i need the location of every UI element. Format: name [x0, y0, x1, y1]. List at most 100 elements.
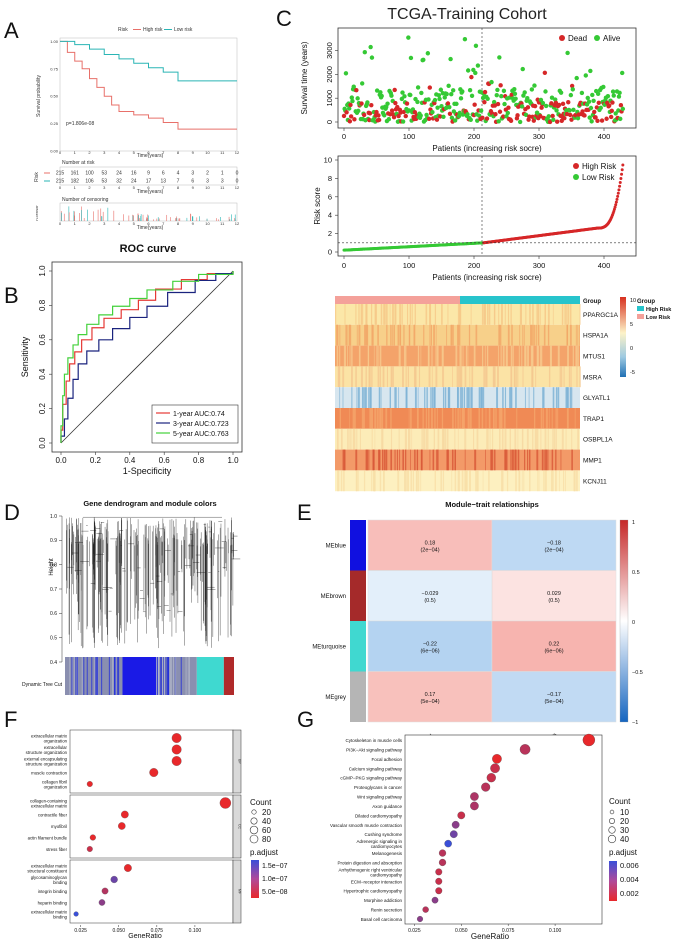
- risk-point: [616, 194, 620, 198]
- km-risk-table-title: Number at risk: [62, 160, 95, 166]
- surv-point: [499, 94, 504, 99]
- heatmap-cell-streak: [355, 449, 358, 471]
- surv-xlabel: Patients (increasing risk socre): [432, 144, 542, 153]
- go-term-label: collagen fibril: [42, 780, 67, 785]
- heatmap-cell-streak: [561, 428, 564, 450]
- heatmap-cell-streak: [532, 304, 534, 325]
- heatmap-cell-streak: [510, 345, 513, 367]
- surv-point: [531, 118, 536, 123]
- surv-point: [374, 109, 379, 115]
- go-facet-strip: [232, 794, 242, 859]
- heatmap-cell-streak: [410, 408, 412, 429]
- heatmap-cell-streak: [464, 366, 467, 388]
- heatmap-cell-streak: [573, 470, 576, 492]
- kegg-term-label: Dilated cardiomyopathy: [355, 813, 403, 818]
- km-xlabel: Time(years): [137, 153, 164, 159]
- heatmap-cell-streak: [572, 345, 574, 367]
- heatmap-cell-streak: [513, 366, 516, 388]
- kegg-dot: [481, 782, 491, 792]
- go-dot: [121, 810, 129, 819]
- surv-legend-alive: Alive: [603, 34, 621, 43]
- dendro-ytick: 0.6: [50, 611, 57, 617]
- module-color-stripe: [163, 657, 165, 695]
- heatmap-cell-streak: [551, 470, 554, 492]
- kegg-dot: [519, 744, 531, 755]
- go-term-label: myofibril: [51, 824, 67, 829]
- surv-point: [579, 90, 585, 96]
- heatmap-cell-streak: [377, 366, 380, 388]
- module-color-stripe: [157, 657, 159, 695]
- heatmap-cell-streak: [344, 304, 346, 325]
- risk-xtick: 0: [342, 261, 346, 270]
- heatmap-cell-streak: [374, 304, 376, 325]
- heatmap-cell-streak: [501, 470, 503, 492]
- kegg-dot: [451, 820, 460, 829]
- km-risk-low-value: 106: [85, 179, 94, 185]
- heatmap-gene-label: HSPA1A: [583, 333, 609, 340]
- heatmap-cell-streak: [528, 387, 530, 408]
- surv-point: [543, 103, 549, 109]
- heatmap-cell-streak: [466, 470, 467, 492]
- heatmap-cell-streak: [557, 345, 560, 367]
- heatmap-cell-streak: [367, 324, 369, 346]
- surv-point: [502, 101, 507, 107]
- surv-point: [605, 93, 611, 99]
- km-xtick: 7: [162, 150, 165, 155]
- surv-point: [587, 115, 592, 120]
- heatmap-cell-streak: [568, 366, 571, 388]
- kegg-xtick: 0.050: [455, 928, 468, 934]
- heatmap-cell-streak: [542, 387, 545, 408]
- go-facet-label: MF: [238, 889, 242, 894]
- group-bar-high: [460, 296, 580, 304]
- surv-point: [554, 108, 559, 113]
- go-term-label: extracellular matrix: [31, 804, 68, 809]
- roc-title: ROC curve: [120, 243, 177, 255]
- heatmap-cell-streak: [355, 304, 357, 325]
- module-trait-cell: [491, 519, 617, 571]
- surv-point: [546, 114, 551, 119]
- dendro-ytick: 0.4: [50, 660, 57, 666]
- surv-point: [496, 119, 501, 124]
- heatmap-cell-streak: [348, 324, 351, 346]
- surv-point: [427, 85, 432, 90]
- module-color-stripe: [95, 657, 97, 695]
- heatmap-cell-streak: [349, 408, 350, 429]
- heatmap-cell-streak: [547, 428, 549, 450]
- go-dot: [110, 875, 118, 884]
- go-term-label: muscle contraction: [31, 771, 67, 776]
- heatmap-cell-streak: [567, 408, 569, 429]
- heatmap-cell-streak: [347, 428, 349, 450]
- heatmap-cell-streak: [338, 470, 340, 492]
- heatmap-cell-streak: [337, 470, 339, 492]
- heatmap-gene-label: MMP1: [583, 458, 602, 465]
- go-facet-label: BP: [238, 759, 242, 764]
- surv-point: [556, 102, 562, 108]
- heatmap-cell-streak: [461, 387, 463, 408]
- heatmap-cell-streak: [505, 449, 507, 471]
- heatmap-cell-streak: [570, 366, 572, 388]
- surv-point: [601, 84, 606, 90]
- panel-letter-b: B: [4, 283, 19, 308]
- heatmap-cell-streak: [565, 428, 567, 450]
- surv-point: [360, 81, 365, 86]
- heatmap-gene-label: TRAP1: [583, 416, 604, 423]
- heatmap-cell-streak: [360, 366, 363, 388]
- heatmap-cell-streak: [563, 366, 565, 388]
- km-risk-high-value: 24: [116, 171, 122, 177]
- surv-point: [475, 118, 480, 123]
- heatmap-cell-streak: [448, 387, 451, 408]
- dendro-ytick: 0.8: [50, 562, 57, 568]
- heatmap-cell-streak: [371, 324, 374, 346]
- heatmap-cell-streak: [336, 345, 339, 367]
- surv-point: [469, 93, 475, 98]
- heatmap-colorscale: [620, 297, 626, 377]
- heatmap-cell-streak: [429, 304, 432, 325]
- heatmap-cell-streak: [399, 304, 402, 325]
- heatmap-cell-streak: [398, 387, 400, 408]
- module-color-block: [122, 657, 157, 695]
- surv-point: [512, 91, 518, 96]
- heatmap-cell-streak: [511, 449, 514, 471]
- roc-ytick: 0.2: [38, 402, 47, 414]
- heatmap-cell-streak: [486, 366, 488, 388]
- kegg-term-label: Adrenergic signaling in: [356, 839, 402, 844]
